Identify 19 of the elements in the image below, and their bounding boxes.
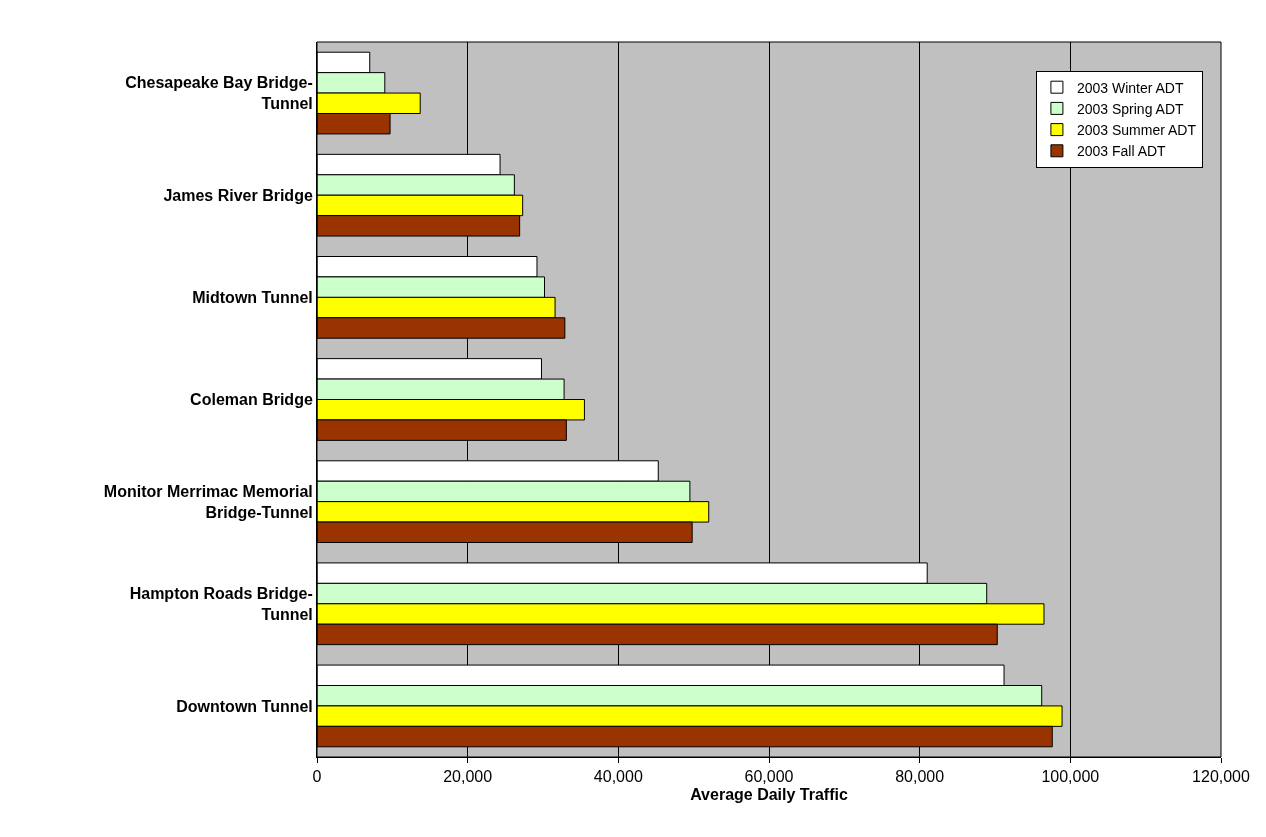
legend-label: 2003 Summer ADT xyxy=(1076,122,1197,139)
x-tick-label: 0 xyxy=(312,768,322,786)
y-tick-label: Coleman Bridge xyxy=(190,391,313,409)
y-tick-label: James River Bridge xyxy=(163,186,313,204)
legend-label: 2003 Spring ADT xyxy=(1076,100,1184,117)
x-tick-label: 60,000 xyxy=(744,768,794,786)
y-tick-label: Monitor Merrimac Memorial Bridge-Tunnel xyxy=(103,482,313,521)
x-tick-label: 100,000 xyxy=(1041,768,1100,786)
y-tick-label: Chesapeake Bay Bridge-Tunnel xyxy=(125,74,313,113)
x-tick-label: 80,000 xyxy=(895,768,945,786)
x-tick-label: 120,000 xyxy=(1192,768,1251,786)
legend-label: 2003 Winter ADT xyxy=(1076,79,1184,96)
y-tick-label: Downtown Tunnel xyxy=(176,697,313,715)
legend-label: 2003 Fall ADT xyxy=(1076,143,1167,160)
x-axis-title: Average Daily Traffic xyxy=(690,785,848,803)
x-tick-label: 40,000 xyxy=(593,768,643,786)
x-tick-label: 20,000 xyxy=(443,768,493,786)
y-tick-label: Hampton Roads Bridge-Tunnel xyxy=(129,584,313,623)
y-tick-label: Midtown Tunnel xyxy=(192,288,313,306)
